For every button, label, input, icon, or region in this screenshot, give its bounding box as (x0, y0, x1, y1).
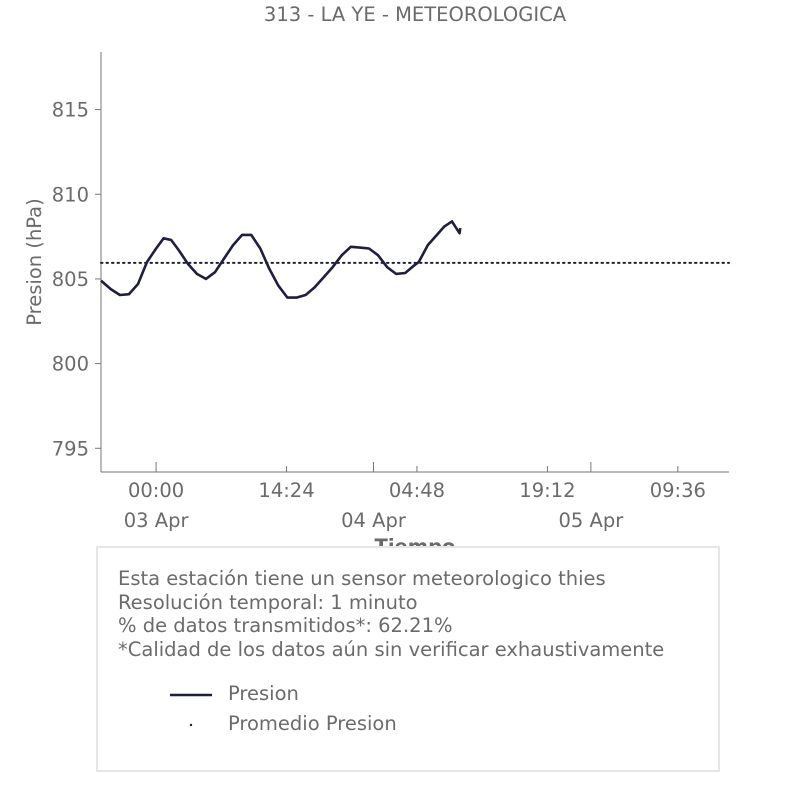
x-tick-label: 00:00 (128, 479, 184, 502)
x-tick-label: 04:48 (389, 479, 445, 502)
legend-swatch-dotted (189, 723, 193, 727)
y-tick-label: 815 (52, 99, 89, 122)
info-box: Esta estación tiene un sensor meteorolog… (96, 546, 720, 772)
info-line-transmitted: % de datos transmitidos*: 62.21% (118, 614, 453, 637)
chart-title: 313 - LA YE - METEOROLOGICA (264, 3, 567, 26)
x-date-label: 05 Apr (558, 509, 624, 532)
legend-label-promedio: Promedio Presion (228, 712, 397, 735)
info-line-resolution: Resolución temporal: 1 minuto (118, 590, 418, 614)
info-text: Esta estación tiene un sensor meteorolog… (118, 567, 664, 661)
y-tick-label: 795 (52, 437, 89, 460)
info-line-sensor: Esta estación tiene un sensor meteorolog… (118, 567, 606, 590)
x-date-label: 03 Apr (124, 509, 190, 532)
x-date-label: 04 Apr (341, 509, 407, 532)
info-line-quality: *Calidad de los datos aún sin verificar … (118, 637, 665, 661)
x-tick-label: 19:12 (519, 479, 575, 502)
series-line-presion (100, 220, 462, 299)
y-axis-label: Presion (hPa) (23, 198, 46, 325)
x-tick-label: 09:36 (650, 479, 706, 502)
y-tick-label: 810 (52, 183, 89, 206)
y-tick-label: 800 (52, 353, 89, 376)
legend-label-presion: Presion (228, 682, 299, 705)
x-tick-label: 14:24 (258, 479, 314, 502)
legend-swatch-solid (170, 693, 212, 697)
y-tick-label: 805 (52, 268, 89, 291)
